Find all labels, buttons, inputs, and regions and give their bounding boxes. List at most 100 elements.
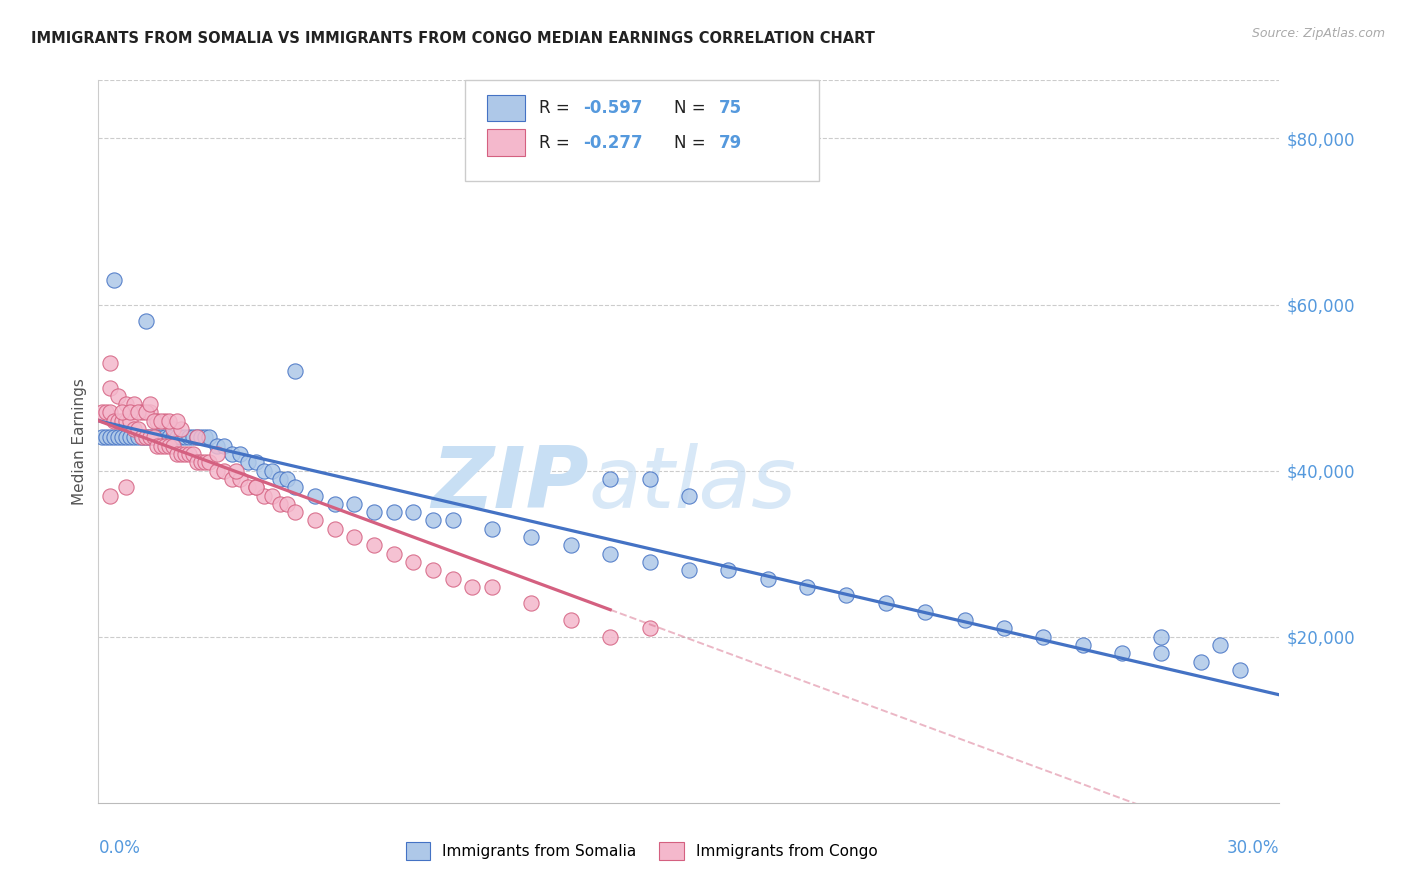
FancyBboxPatch shape [464,80,818,181]
Point [678,489,700,503]
Point [186,455,208,469]
Point [756,572,779,586]
Point [197,430,219,444]
Point [162,439,184,453]
Point [107,430,129,444]
Point [638,472,661,486]
Point [205,447,228,461]
Point [162,422,184,436]
Point [229,472,252,486]
Text: -0.597: -0.597 [582,100,643,118]
Legend: Immigrants from Somalia, Immigrants from Congo: Immigrants from Somalia, Immigrants from… [398,835,886,867]
Bar [486,129,524,156]
Point [194,455,217,469]
Text: -0.277: -0.277 [582,134,643,153]
Text: N =: N = [673,100,710,118]
Point [98,489,121,503]
Point [481,580,503,594]
Point [717,563,740,577]
Point [111,405,134,419]
Point [343,497,366,511]
Point [560,613,582,627]
Point [245,480,267,494]
Point [382,505,405,519]
Text: 30.0%: 30.0% [1227,838,1279,857]
Point [304,489,326,503]
Point [599,472,621,486]
Point [157,414,180,428]
Point [914,605,936,619]
Point [638,555,661,569]
Point [115,397,138,411]
Point [146,430,169,444]
Point [422,513,444,527]
Point [253,489,276,503]
Point [214,464,236,478]
Point [96,405,118,419]
Point [245,480,267,494]
Point [269,472,291,486]
Point [166,430,188,444]
Point [221,447,243,461]
Point [131,430,153,444]
Point [142,430,165,444]
Point [157,430,180,444]
Point [111,414,134,428]
Point [138,405,160,419]
Point [166,414,188,428]
Point [135,430,157,444]
Text: N =: N = [673,134,710,153]
Point [190,430,212,444]
Point [599,630,621,644]
Point [98,356,121,370]
Point [560,538,582,552]
Point [875,597,897,611]
Point [103,414,125,428]
Point [197,455,219,469]
Point [253,464,276,478]
Point [135,430,157,444]
Point [177,447,200,461]
Point [170,447,193,461]
Point [236,455,259,469]
Point [98,380,121,394]
Text: 75: 75 [718,100,741,118]
Point [157,439,180,453]
Point [155,439,177,453]
Point [127,422,149,436]
Point [229,447,252,461]
Text: R =: R = [538,134,575,153]
Point [150,439,173,453]
Point [363,538,385,552]
Point [343,530,366,544]
Point [127,430,149,444]
Point [599,547,621,561]
Point [323,522,346,536]
Point [122,430,145,444]
Point [115,480,138,494]
Point [214,439,236,453]
Point [135,405,157,419]
Point [441,572,464,586]
Point [138,430,160,444]
Point [142,414,165,428]
Point [245,455,267,469]
Point [138,430,160,444]
Point [170,430,193,444]
Text: R =: R = [538,100,575,118]
Point [181,430,204,444]
Point [520,530,543,544]
Point [1209,638,1232,652]
Point [382,547,405,561]
Point [111,430,134,444]
Point [1189,655,1212,669]
Point [284,364,307,378]
Point [138,397,160,411]
Point [103,272,125,286]
Point [422,563,444,577]
Point [177,430,200,444]
Point [260,464,283,478]
Point [402,555,425,569]
Point [1111,646,1133,660]
Point [146,439,169,453]
